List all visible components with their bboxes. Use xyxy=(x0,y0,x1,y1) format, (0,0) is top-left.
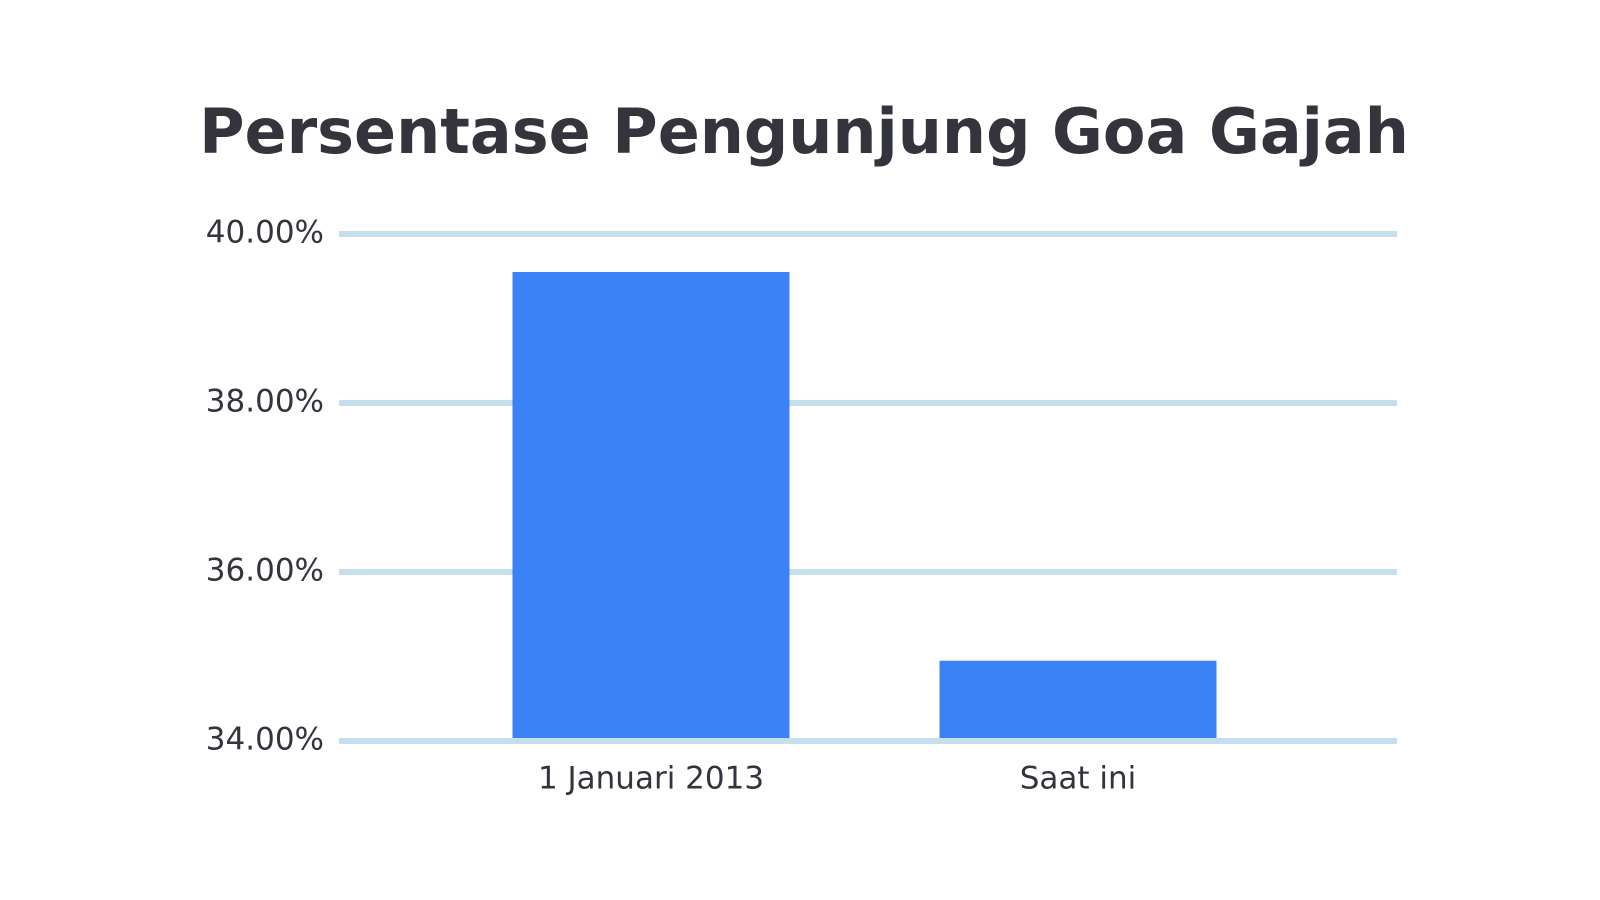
chart-title: Persentase Pengunjung Goa Gajah xyxy=(199,95,1409,168)
y-tick-label: 34.00% xyxy=(206,722,324,758)
x-tick-label: 1 Januari 2013 xyxy=(538,761,764,797)
y-tick-label: 36.00% xyxy=(206,553,324,589)
y-tick-label: 38.00% xyxy=(206,384,324,420)
bar xyxy=(939,660,1217,738)
bar xyxy=(512,272,790,738)
x-tick-label: Saat ini xyxy=(1020,761,1137,797)
y-tick-label: 40.00% xyxy=(206,215,324,251)
